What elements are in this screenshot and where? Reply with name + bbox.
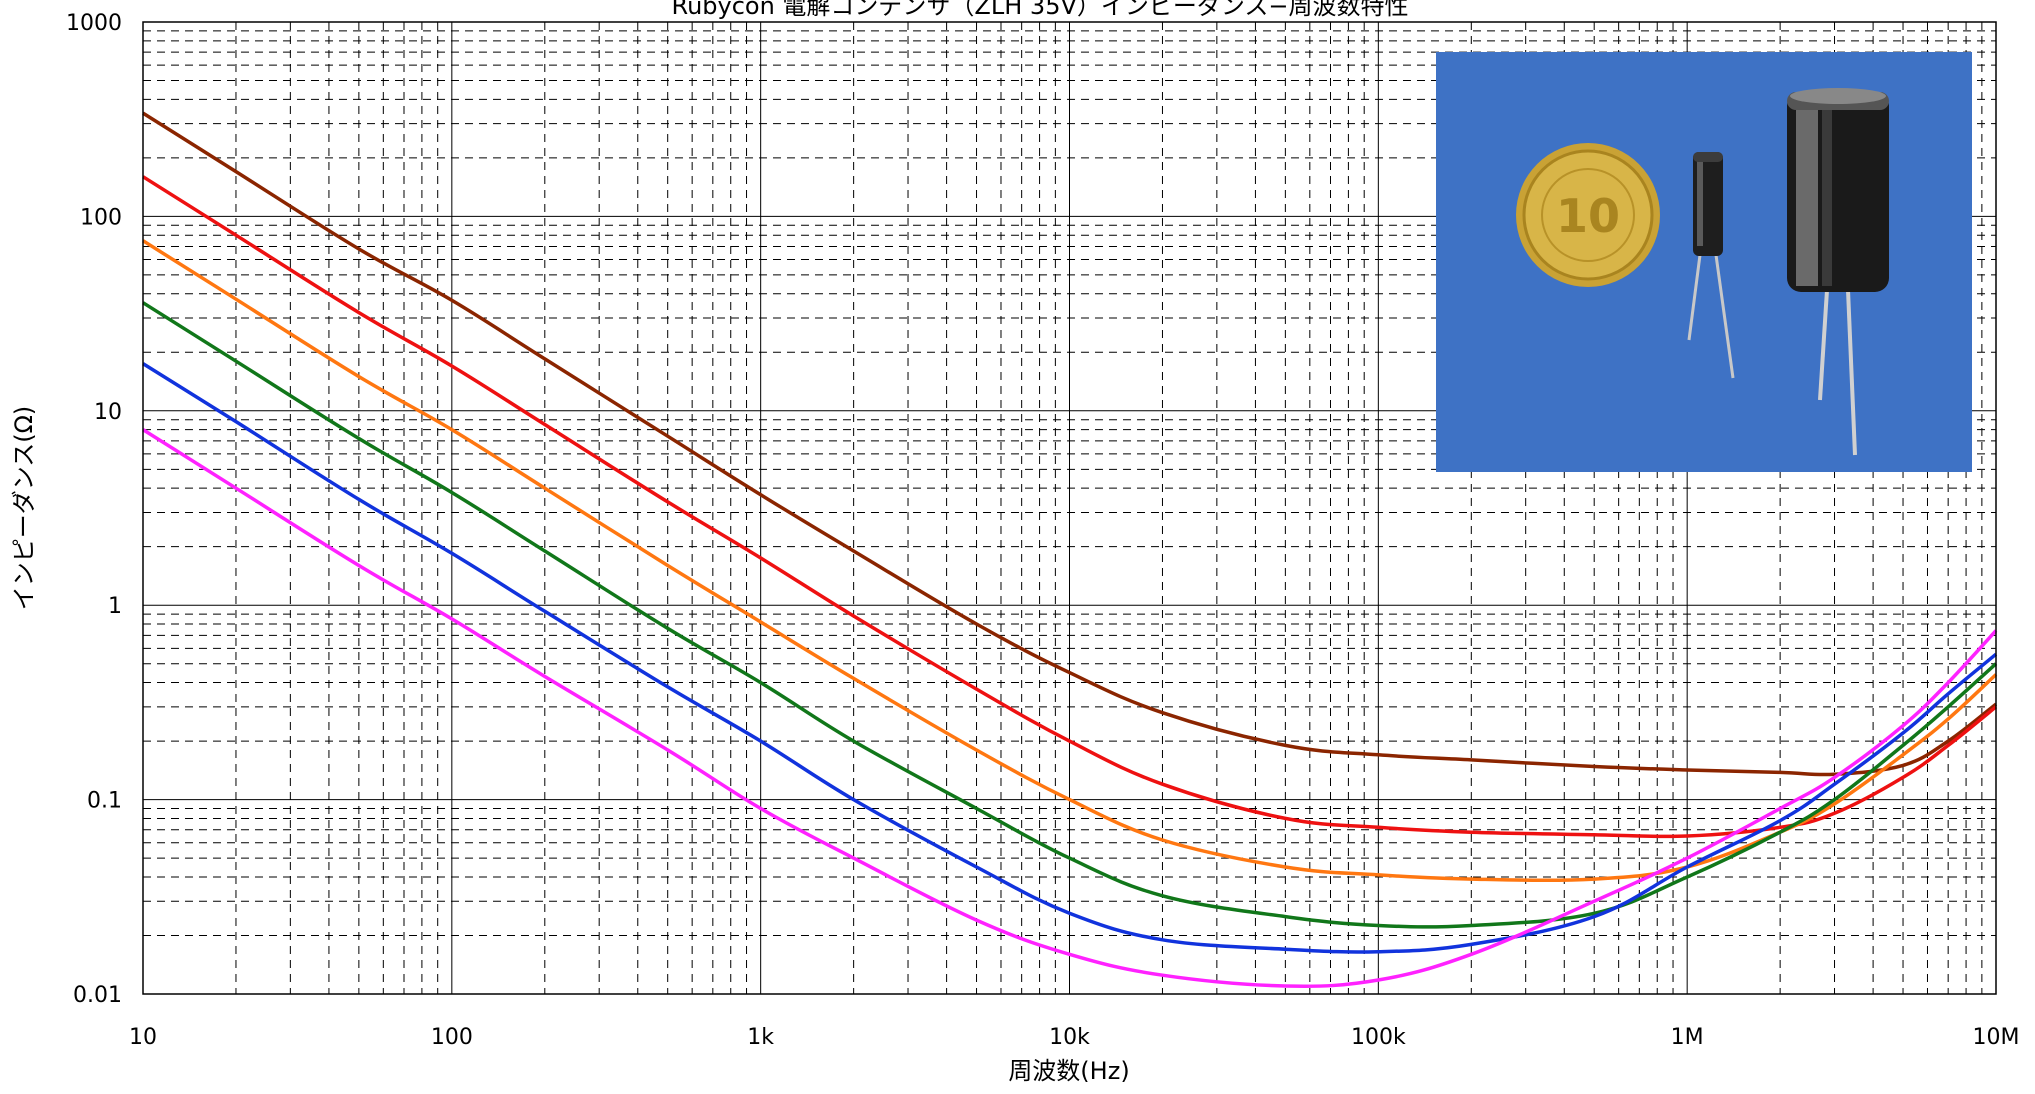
y-tick-label: 0.1 (87, 789, 122, 814)
photo-background (1436, 52, 1972, 472)
y-tick-label: 0.01 (73, 983, 122, 1008)
y-axis-title: インピーダンス(Ω) (10, 406, 38, 611)
plot-frame (142, 21, 1997, 995)
x-tick-label: 100k (1351, 1025, 1406, 1050)
series-line-4 (142, 301, 1998, 929)
coin-label: 10 (1556, 189, 1620, 243)
coin-image: 10 (1516, 143, 1660, 287)
series-line-6 (142, 428, 1998, 988)
series-line-2 (142, 175, 1998, 839)
x-tick-label: 10k (1049, 1025, 1090, 1050)
y-tick-label: 100 (80, 205, 122, 230)
x-tick-label: 1M (1671, 1025, 1704, 1050)
y-tick-label: 1000 (66, 11, 122, 36)
x-tick-labels: 10 100 1k 10k 100k 1M 10M (129, 1025, 2019, 1050)
y-tick-label: 10 (94, 400, 122, 425)
series-layer (142, 111, 1998, 988)
series-line-5 (142, 362, 1998, 954)
series-line-1 (142, 111, 1998, 777)
x-tick-label: 10 (129, 1025, 157, 1050)
x-tick-label: 1k (747, 1025, 774, 1050)
capacitor-photo: 10 (1436, 52, 1972, 472)
small-capacitor-image (1687, 152, 1735, 379)
x-tick-label: 100 (431, 1025, 473, 1050)
chart-title: Rubycon 電解コンデンサ（ZLH 35V）インピーダンス−周波数特性 (671, 0, 1408, 20)
x-axis-title: 周波数(Hz) (1008, 1057, 1129, 1085)
large-capacitor-image (1787, 88, 1889, 456)
y-tick-labels: 0.01 0.1 1 10 100 1000 (66, 11, 122, 1008)
x-tick-label: 10M (1973, 1025, 2020, 1050)
y-tick-label: 1 (108, 594, 122, 619)
